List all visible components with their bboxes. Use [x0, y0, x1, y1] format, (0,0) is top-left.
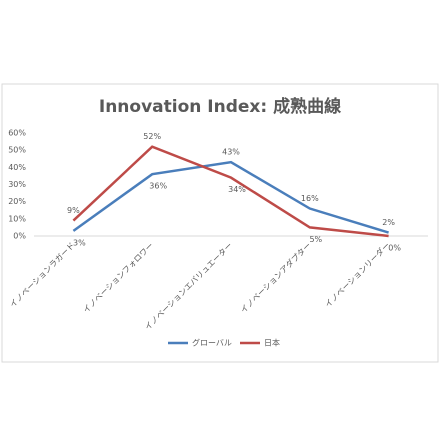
- data-label: 36%: [149, 182, 167, 191]
- data-label: 0%: [388, 244, 401, 253]
- y-tick-label: 0%: [13, 232, 26, 241]
- y-tick-label: 20%: [8, 197, 26, 206]
- y-tick-label: 40%: [8, 163, 26, 172]
- data-label: 9%: [67, 206, 80, 215]
- data-label: 5%: [309, 235, 322, 244]
- data-label: 52%: [143, 132, 161, 141]
- legend-label: 日本: [264, 338, 280, 348]
- chart-frame: [1, 83, 439, 363]
- series-line: [72, 145, 389, 238]
- y-tick-label: 50%: [8, 146, 26, 155]
- series-line: [72, 160, 389, 234]
- data-label: 2%: [382, 218, 395, 227]
- legend-label: グローバル: [192, 338, 232, 348]
- data-label: 43%: [222, 148, 240, 157]
- data-label: 34%: [228, 185, 246, 194]
- data-label: 3%: [73, 238, 86, 247]
- data-label: 16%: [301, 194, 319, 203]
- chart-title: Innovation Index: 成熟曲線: [99, 96, 341, 117]
- y-tick-label: 60%: [8, 129, 26, 138]
- y-tick-label: 30%: [8, 180, 26, 189]
- y-tick-label: 10%: [8, 214, 26, 223]
